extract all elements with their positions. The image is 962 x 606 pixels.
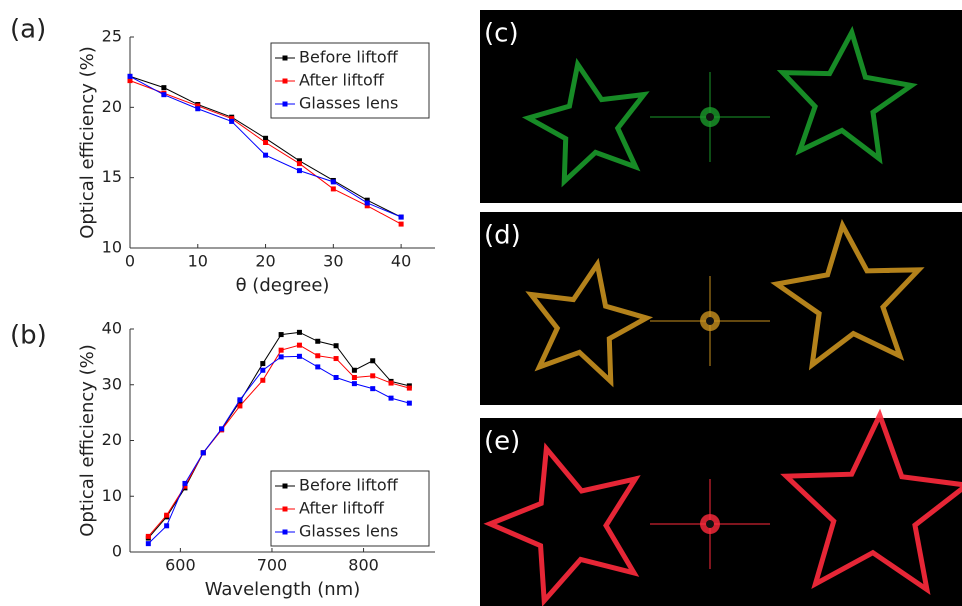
- marker: [334, 375, 339, 380]
- marker: [297, 330, 302, 335]
- legend-label: Before liftoff: [299, 476, 399, 495]
- y-tick-label: 15: [102, 167, 122, 186]
- y-axis-label: Optical efficiency (%): [77, 46, 98, 239]
- marker: [365, 200, 370, 205]
- marker: [260, 368, 265, 373]
- panel-label: (e): [484, 427, 520, 457]
- panel-label: (c): [484, 19, 519, 49]
- marker: [370, 358, 375, 363]
- legend-marker: [283, 102, 288, 107]
- marker: [260, 361, 265, 366]
- legend-marker: [283, 56, 288, 61]
- spot: [706, 113, 714, 121]
- legend-marker: [283, 79, 288, 84]
- marker: [399, 222, 404, 227]
- marker: [315, 353, 320, 358]
- marker: [237, 397, 242, 402]
- x-tick-label: 700: [257, 556, 288, 575]
- x-axis-label: θ (degree): [236, 275, 330, 296]
- y-tick-label: 25: [102, 27, 122, 46]
- x-tick-label: 800: [348, 556, 379, 575]
- marker: [164, 523, 169, 528]
- marker: [146, 541, 151, 546]
- y-tick-label: 0: [112, 542, 122, 561]
- x-tick-label: 30: [323, 252, 343, 271]
- marker: [407, 386, 412, 391]
- marker: [182, 481, 187, 486]
- figure: (a)01020304010152025θ (degree)Optical ef…: [0, 0, 962, 606]
- y-tick-label: 10: [102, 238, 122, 257]
- x-axis-label: Wavelength (nm): [205, 579, 361, 600]
- legend-label: After liftoff: [299, 71, 385, 90]
- marker: [263, 153, 268, 158]
- x-tick-label: 20: [255, 252, 275, 271]
- y-tick-label: 10: [102, 486, 122, 505]
- legend-label: After liftoff: [299, 499, 385, 518]
- marker: [279, 348, 284, 353]
- spot: [706, 520, 714, 528]
- panel-label: (a): [10, 15, 46, 45]
- page: {"chart_data": [ {"type": "line", "panel…: [0, 0, 962, 606]
- marker: [297, 168, 302, 173]
- legend-marker: [283, 530, 288, 535]
- legend-label: Glasses lens: [299, 94, 398, 113]
- marker: [315, 364, 320, 369]
- legend-label: Before liftoff: [299, 48, 399, 67]
- marker: [297, 354, 302, 359]
- marker: [161, 92, 166, 97]
- marker: [370, 373, 375, 378]
- marker: [331, 186, 336, 191]
- legend-marker: [283, 484, 288, 489]
- marker: [229, 119, 234, 124]
- legend-label: Glasses lens: [299, 522, 398, 541]
- x-tick-label: 10: [188, 252, 208, 271]
- y-axis-label: Optical efficiency (%): [77, 344, 98, 537]
- marker: [263, 140, 268, 145]
- marker: [297, 343, 302, 348]
- marker: [161, 85, 166, 90]
- marker: [279, 332, 284, 337]
- marker: [352, 375, 357, 380]
- marker: [146, 534, 151, 539]
- marker: [389, 381, 394, 386]
- marker: [399, 215, 404, 220]
- marker: [128, 74, 133, 79]
- spot: [706, 317, 714, 325]
- y-tick-label: 20: [102, 97, 122, 116]
- marker: [334, 343, 339, 348]
- y-tick-label: 30: [102, 374, 122, 393]
- marker: [331, 179, 336, 184]
- marker: [407, 401, 412, 406]
- panel-label: (d): [484, 221, 521, 251]
- marker: [352, 368, 357, 373]
- marker: [260, 378, 265, 383]
- y-tick-label: 40: [102, 319, 122, 338]
- photo: [480, 212, 962, 405]
- legend-marker: [283, 507, 288, 512]
- marker: [195, 106, 200, 111]
- marker: [279, 354, 284, 359]
- marker: [219, 426, 224, 431]
- x-tick-label: 40: [391, 252, 411, 271]
- marker: [201, 450, 206, 455]
- marker: [352, 381, 357, 386]
- marker: [370, 386, 375, 391]
- photo: [480, 10, 962, 203]
- panel-label: (b): [10, 321, 47, 351]
- marker: [389, 396, 394, 401]
- x-tick-label: 600: [165, 556, 196, 575]
- marker: [237, 403, 242, 408]
- y-tick-label: 20: [102, 430, 122, 449]
- x-tick-label: 0: [125, 252, 135, 271]
- marker: [164, 513, 169, 518]
- marker: [297, 161, 302, 166]
- marker: [315, 339, 320, 344]
- marker: [334, 356, 339, 361]
